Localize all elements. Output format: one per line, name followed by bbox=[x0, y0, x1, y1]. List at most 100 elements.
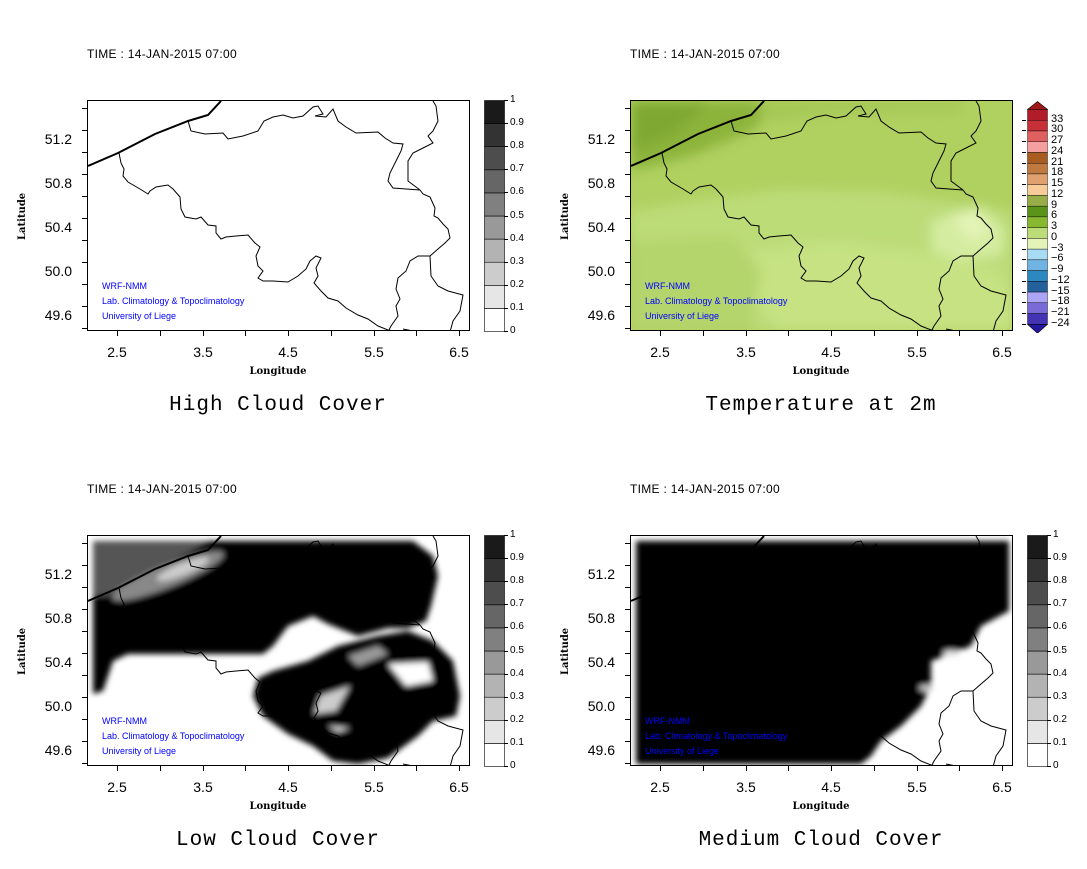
credit-lab: Lab. Climatology & Topoclimatology bbox=[102, 296, 245, 306]
colorbar-band bbox=[1027, 152, 1048, 164]
y-minor-tick bbox=[625, 719, 630, 720]
temperature-map: WRF-NMM Lab. Climatology & Topoclimatolo… bbox=[630, 100, 1013, 331]
y-minor-tick bbox=[625, 130, 630, 131]
medium-cloud-y-axis-label: Latitude bbox=[560, 627, 571, 675]
colorbar-over-triangle bbox=[1027, 101, 1048, 110]
y-minor-tick bbox=[625, 262, 630, 263]
colorbar-label: 0.8 bbox=[510, 575, 524, 587]
colorbar-tick bbox=[504, 331, 508, 332]
y-minor-tick bbox=[625, 763, 630, 764]
colorbar-tick bbox=[1047, 558, 1051, 560]
colorbar-band bbox=[1027, 581, 1048, 606]
y-minor-tick bbox=[82, 631, 87, 632]
y-tick-label: 50.4 bbox=[587, 654, 615, 670]
x-tick bbox=[330, 766, 332, 771]
y-minor-tick bbox=[625, 697, 630, 698]
y-minor-tick bbox=[82, 543, 87, 544]
x-tick-label: 4.5 bbox=[821, 779, 841, 795]
colorbar-tick bbox=[1047, 766, 1051, 767]
x-tick bbox=[831, 331, 832, 336]
credit-university: University of Liege bbox=[645, 311, 720, 321]
colorbar-band bbox=[1027, 535, 1048, 559]
x-tick bbox=[117, 331, 118, 336]
x-tick bbox=[702, 331, 704, 336]
colorbar-label: 0.3 bbox=[510, 255, 524, 267]
colorbar-band bbox=[484, 558, 505, 583]
colorbar-band bbox=[484, 238, 505, 263]
colorbar-tick bbox=[504, 284, 508, 286]
temperature-title: Temperature at 2m bbox=[705, 394, 937, 417]
colorbar-label: 0.1 bbox=[510, 301, 524, 313]
x-tick-label: 6.5 bbox=[449, 344, 469, 360]
y-minor-tick bbox=[82, 763, 87, 764]
colorbar-label: 0.5 bbox=[510, 209, 524, 221]
colorbar-band bbox=[484, 650, 505, 675]
colorbar-tick bbox=[1047, 581, 1051, 583]
x-tick bbox=[459, 766, 460, 771]
y-minor-tick bbox=[625, 306, 630, 307]
high-cloud-y-axis-label: Latitude bbox=[17, 192, 28, 240]
x-tick bbox=[873, 331, 875, 336]
colorbar-tick bbox=[1022, 302, 1026, 304]
y-tick-label: 50.8 bbox=[587, 175, 615, 191]
y-minor-tick bbox=[625, 240, 630, 241]
colorbar-label: −6 bbox=[1051, 252, 1064, 265]
y-minor-tick bbox=[82, 741, 87, 742]
y-minor-tick bbox=[625, 741, 630, 742]
y-minor-tick bbox=[625, 543, 630, 544]
colorbar-tick bbox=[504, 146, 508, 148]
medium-cloud-time-label: TIME : 14-JAN-2015 07:00 bbox=[630, 482, 780, 496]
credit-university: University of Liege bbox=[645, 746, 720, 756]
colorbar-band bbox=[484, 696, 505, 721]
high-cloud-time-label: TIME : 14-JAN-2015 07:00 bbox=[87, 47, 237, 61]
colorbar-label: 0.2 bbox=[510, 278, 524, 290]
colorbar-tick bbox=[504, 742, 508, 744]
x-tick bbox=[745, 331, 747, 336]
y-minor-tick bbox=[82, 697, 87, 698]
colorbar-band bbox=[484, 308, 505, 332]
y-minor-tick bbox=[82, 719, 87, 720]
colorbar-band bbox=[1027, 141, 1048, 153]
y-tick-label: 51.2 bbox=[587, 566, 615, 582]
colorbar-tick bbox=[1022, 173, 1026, 175]
colorbar-label: 12 bbox=[1051, 187, 1064, 200]
x-tick-label: 3.5 bbox=[736, 344, 756, 360]
colorbar-band bbox=[1027, 743, 1048, 767]
colorbar-band bbox=[1027, 302, 1048, 314]
colorbar-tick bbox=[1022, 227, 1026, 229]
colorbar-tick bbox=[1022, 291, 1026, 293]
x-tick bbox=[788, 766, 790, 771]
colorbar-under-triangle bbox=[1027, 324, 1048, 333]
colorbar-band bbox=[1027, 195, 1048, 207]
colorbar-band bbox=[1027, 120, 1048, 132]
x-tick-label: 3.5 bbox=[193, 344, 213, 360]
y-minor-tick bbox=[625, 587, 630, 588]
colorbar-label: 27 bbox=[1051, 134, 1064, 147]
colorbar-tick bbox=[1022, 259, 1026, 261]
colorbar-band bbox=[1027, 558, 1048, 583]
temperature-colorbar bbox=[1027, 101, 1048, 333]
low-cloud-time-label: TIME : 14-JAN-2015 07:00 bbox=[87, 482, 237, 496]
colorbar-band bbox=[1027, 673, 1048, 698]
medium-cloud-map: WRF-NMM Lab. Climatology & Topoclimatolo… bbox=[630, 535, 1013, 766]
y-minor-tick bbox=[82, 587, 87, 588]
temperature-x-axis-label: Longitude bbox=[792, 366, 850, 377]
colorbar-label: 0.8 bbox=[1053, 575, 1067, 587]
colorbar-band bbox=[1027, 205, 1048, 218]
colorbar-band bbox=[1027, 313, 1048, 325]
x-tick-label: 6.5 bbox=[992, 779, 1012, 795]
colorbar-label: 0.5 bbox=[510, 644, 524, 656]
colorbar-tick bbox=[504, 650, 508, 652]
colorbar-tick bbox=[1047, 719, 1051, 721]
credit-lab: Lab. Climatology & Topoclimatology bbox=[102, 731, 245, 741]
x-tick-label: 2.5 bbox=[650, 779, 670, 795]
colorbar-tick bbox=[504, 215, 508, 217]
colorbar-label: −15 bbox=[1051, 284, 1070, 297]
y-minor-tick bbox=[625, 108, 630, 109]
y-minor-tick bbox=[82, 218, 87, 219]
x-tick-label: 4.5 bbox=[278, 779, 298, 795]
low-cloud-colorbar bbox=[484, 535, 505, 767]
colorbar-tick bbox=[504, 673, 508, 675]
colorbar-tick bbox=[504, 100, 508, 101]
colorbar-label: 30 bbox=[1051, 123, 1064, 136]
